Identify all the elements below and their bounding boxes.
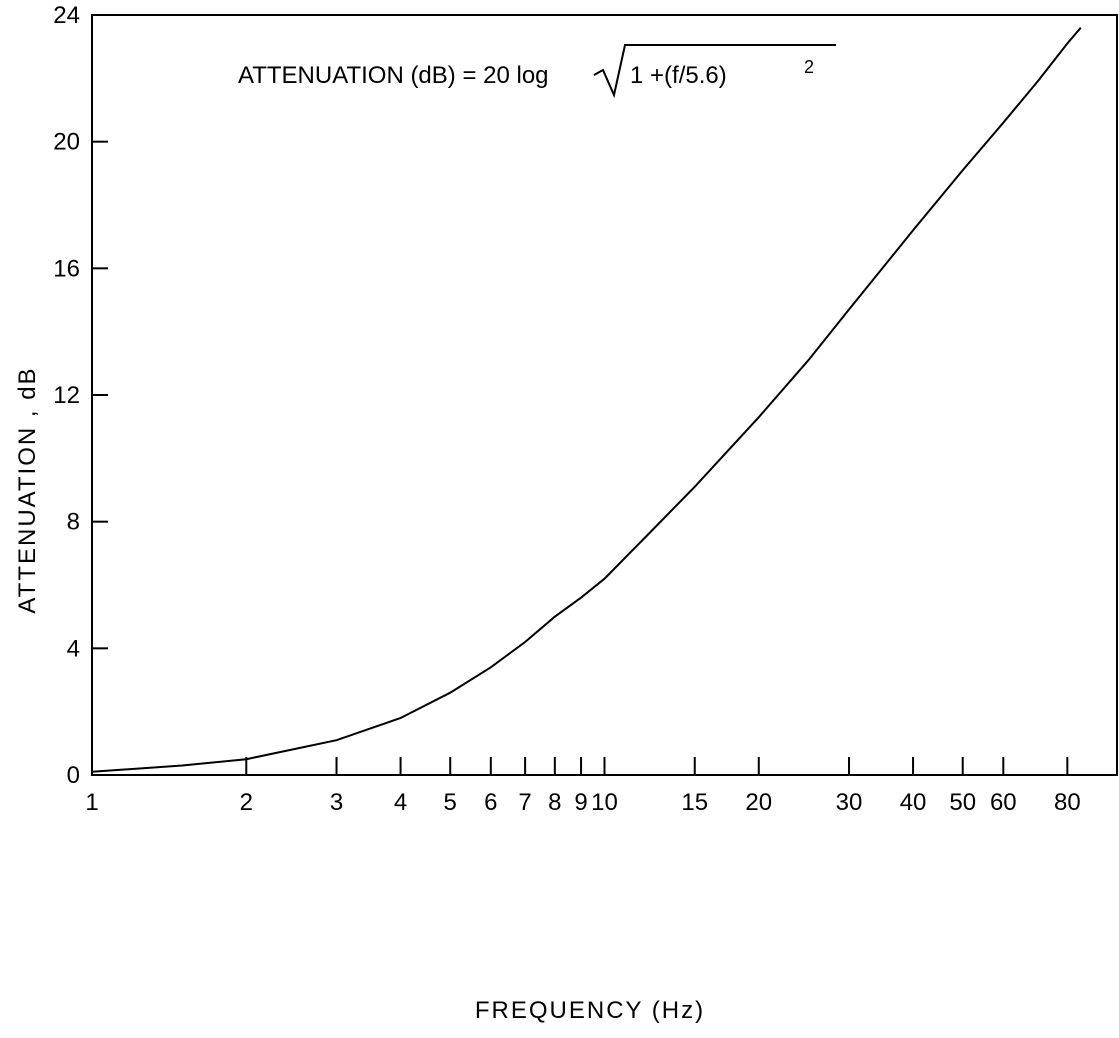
formula-prefix: ATTENUATION (dB) = 20 log — [238, 62, 549, 89]
y-tick-label: 12 — [53, 382, 80, 409]
x-tick-label: 50 — [949, 789, 976, 816]
x-tick-label: 9 — [574, 789, 587, 816]
y-tick-label: 0 — [67, 762, 80, 789]
attenuation-curve — [91, 27, 1082, 773]
x-axis: 1 2 3 4 5 6 7 8 9 10 15 20 30 40 50 60 80 — [85, 757, 1081, 816]
formula-annotation: ATTENUATION (dB) = 20 log 1 +(f/5.6) 2 — [238, 44, 836, 99]
x-tick-label: 6 — [484, 789, 497, 816]
x-tick-label: 8 — [548, 789, 561, 816]
y-tick-label: 24 — [53, 2, 80, 29]
x-tick-label: 80 — [1054, 789, 1081, 816]
x-tick-label: 15 — [681, 789, 708, 816]
x-tick-label: 7 — [518, 789, 531, 816]
y-axis: 0 4 8 12 16 20 24 — [53, 2, 108, 789]
y-tick-label: 8 — [67, 509, 80, 536]
y-tick-label: 4 — [67, 635, 80, 662]
formula-radicand: 1 +(f/5.6) — [630, 62, 727, 89]
x-tick-label: 1 — [85, 789, 98, 816]
x-tick-label: 10 — [591, 789, 618, 816]
x-tick-label: 4 — [394, 789, 407, 816]
formula-exponent: 2 — [804, 57, 814, 77]
x-tick-label: 3 — [330, 789, 343, 816]
y-axis-title: ATTENUATION , dB — [14, 366, 41, 613]
radical-sign — [593, 44, 836, 99]
x-tick-label: 20 — [745, 789, 772, 816]
x-tick-label: 30 — [836, 789, 863, 816]
x-tick-label: 5 — [444, 789, 457, 816]
y-tick-label: 16 — [53, 255, 80, 282]
x-tick-label: 2 — [240, 789, 253, 816]
x-tick-label: 40 — [900, 789, 927, 816]
x-axis-title: FREQUENCY (Hz) — [475, 997, 705, 1024]
x-tick-label: 60 — [990, 789, 1017, 816]
y-tick-label: 20 — [53, 129, 80, 156]
plot-frame — [91, 14, 1118, 776]
